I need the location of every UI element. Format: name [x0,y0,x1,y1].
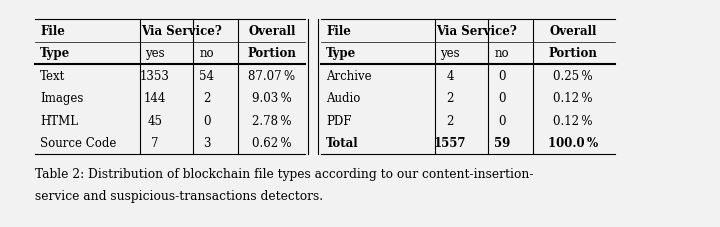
Text: yes: yes [145,47,165,60]
Text: 2.78 %: 2.78 % [252,114,292,127]
Text: service and suspicious-transactions detectors.: service and suspicious-transactions dete… [35,189,323,202]
Text: 9.03 %: 9.03 % [252,92,292,105]
Text: 59: 59 [494,137,510,150]
Text: Source Code: Source Code [40,137,117,150]
Text: File: File [40,25,65,38]
Text: Audio: Audio [326,92,361,105]
Text: PDF: PDF [326,114,351,127]
Text: File: File [326,25,351,38]
Text: 2: 2 [446,92,454,105]
Text: Type: Type [40,47,71,60]
Text: 4: 4 [446,69,454,82]
Text: 2: 2 [446,114,454,127]
Text: 7: 7 [151,137,158,150]
Text: Overall: Overall [549,25,597,38]
Text: Overall: Overall [248,25,296,38]
Text: 100.0 %: 100.0 % [548,137,598,150]
Text: 0.12 %: 0.12 % [553,114,593,127]
Text: 3: 3 [203,137,211,150]
Text: Via Service?: Via Service? [436,25,516,38]
Text: 54: 54 [199,69,215,82]
Text: 2: 2 [203,92,211,105]
Text: 1353: 1353 [140,69,170,82]
Text: 0.25 %: 0.25 % [553,69,593,82]
Text: 0.12 %: 0.12 % [553,92,593,105]
Text: 0: 0 [498,92,505,105]
Text: Via Service?: Via Service? [140,25,221,38]
Text: Archive: Archive [326,69,372,82]
Text: Portion: Portion [248,47,297,60]
Text: Total: Total [326,137,359,150]
Text: Images: Images [40,92,84,105]
Text: 0: 0 [498,114,505,127]
Text: 87.07 %: 87.07 % [248,69,296,82]
Text: 0: 0 [203,114,211,127]
Text: Portion: Portion [549,47,598,60]
Text: 1557: 1557 [433,137,467,150]
Text: Text: Text [40,69,66,82]
Text: yes: yes [440,47,460,60]
Text: no: no [495,47,509,60]
Text: 45: 45 [148,114,163,127]
Text: Table 2: Distribution of blockchain file types according to our content-insertio: Table 2: Distribution of blockchain file… [35,167,534,180]
Text: 0: 0 [498,69,505,82]
Text: 0.62 %: 0.62 % [252,137,292,150]
Text: HTML: HTML [40,114,78,127]
Text: 144: 144 [144,92,166,105]
Text: no: no [199,47,215,60]
Text: Type: Type [326,47,356,60]
